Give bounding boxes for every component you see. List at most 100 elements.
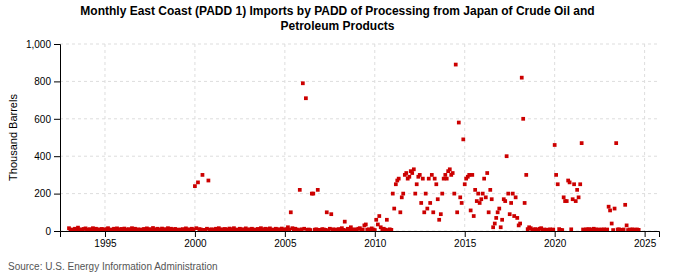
x-tick-mark <box>555 231 556 237</box>
point <box>565 199 569 203</box>
point <box>410 171 414 175</box>
point <box>428 201 432 205</box>
grid-line-y <box>60 118 659 119</box>
point <box>301 81 305 85</box>
grid-line-x <box>554 44 555 231</box>
point <box>562 195 566 199</box>
point <box>401 192 405 196</box>
x-tick: 2000 <box>184 231 207 249</box>
point <box>404 171 408 175</box>
x-tick-mark <box>645 231 646 237</box>
point <box>485 171 489 175</box>
x-tick-label: 2025 <box>634 238 657 249</box>
y-axis-line <box>54 45 61 232</box>
point <box>554 173 558 177</box>
point <box>556 182 560 186</box>
x-tick-mark <box>465 231 466 237</box>
y-tick-mark <box>54 156 60 157</box>
point <box>424 192 428 196</box>
point <box>207 179 211 183</box>
point <box>608 209 612 213</box>
point <box>415 182 419 186</box>
point <box>575 188 579 192</box>
point <box>421 177 425 181</box>
x-tick-label: 2000 <box>184 238 207 249</box>
point <box>613 207 617 211</box>
y-tick-label: 200 <box>34 188 51 199</box>
point <box>329 212 333 216</box>
point <box>434 182 438 186</box>
point <box>514 195 518 199</box>
point <box>484 195 488 199</box>
point <box>457 121 461 125</box>
grid-line-y <box>60 81 659 82</box>
y-tick-mark <box>54 44 60 45</box>
grid-line-x <box>104 44 105 231</box>
y-tick-mark <box>54 119 60 120</box>
x-tick-label: 1995 <box>94 238 117 249</box>
grid-line-y <box>60 156 659 157</box>
source-note: Source: U.S. Energy Information Administ… <box>8 261 218 272</box>
point <box>607 205 611 209</box>
x-tick-label: 2010 <box>364 238 387 249</box>
point <box>490 197 494 201</box>
point <box>481 192 485 196</box>
point <box>445 177 449 181</box>
point <box>193 184 197 188</box>
point <box>623 203 627 207</box>
x-tick: 2005 <box>274 231 297 249</box>
chart: 1995200020052010201520202025020040060080… <box>0 0 675 275</box>
point <box>511 192 515 196</box>
title-line: Monthly East Coast (PADD 1) Imports by P… <box>80 4 594 18</box>
point <box>509 201 513 205</box>
point <box>520 76 524 80</box>
point <box>560 228 564 231</box>
point <box>568 181 572 185</box>
point <box>439 212 443 216</box>
y-axis-title: Thousand Barrels <box>7 94 19 181</box>
y-axis: 02004006008001,000 <box>26 39 61 237</box>
point <box>524 173 528 177</box>
y-tick-label: 0 <box>45 226 51 237</box>
x-axis: 1995200020052010201520202025 <box>61 231 660 249</box>
point <box>460 201 464 205</box>
point <box>452 192 456 196</box>
point <box>478 201 482 205</box>
point <box>482 177 486 181</box>
y-tick-mark <box>54 231 60 232</box>
point <box>201 173 205 177</box>
y-tick: 800 <box>34 76 60 87</box>
point <box>289 210 293 214</box>
point <box>508 212 512 216</box>
point <box>580 141 584 145</box>
point <box>625 224 629 228</box>
point <box>394 182 398 186</box>
point <box>503 199 507 203</box>
point <box>398 210 402 214</box>
grid-line-x <box>374 44 375 231</box>
point <box>448 167 452 171</box>
plot-area: 1995200020052010201520202025020040060080… <box>26 39 660 249</box>
point <box>637 228 641 231</box>
point <box>494 216 498 220</box>
point <box>443 173 447 177</box>
point <box>458 195 462 199</box>
point <box>605 228 609 231</box>
y-tick-mark <box>54 194 60 195</box>
point <box>487 210 491 214</box>
point <box>499 225 503 229</box>
point <box>496 210 500 214</box>
point <box>506 192 510 196</box>
point <box>614 141 618 145</box>
point <box>488 188 492 192</box>
point <box>407 175 411 179</box>
grid <box>60 44 659 231</box>
point <box>521 117 525 121</box>
point <box>374 218 378 222</box>
title: Monthly East Coast (PADD 1) Imports by P… <box>80 4 594 33</box>
point <box>622 228 626 231</box>
y-tick: 200 <box>34 188 60 199</box>
point <box>610 222 614 226</box>
point <box>472 214 476 218</box>
x-tick-mark <box>285 231 286 237</box>
